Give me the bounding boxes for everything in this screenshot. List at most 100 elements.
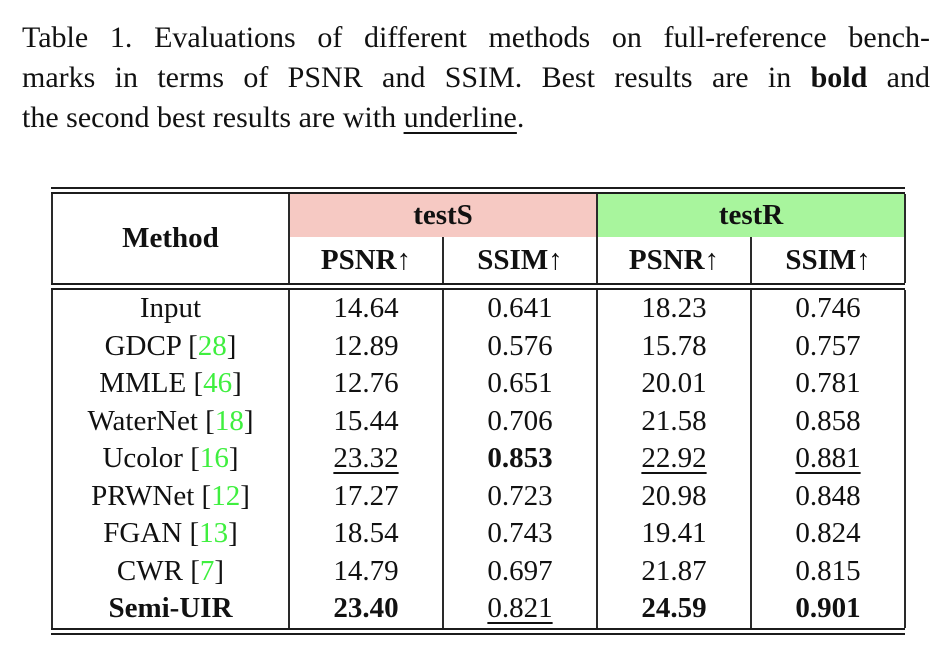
psnr-testR-cell: 19.41 [597, 515, 752, 553]
ssim-testS-cell: 0.641 [443, 290, 598, 328]
metric-value: 21.58 [641, 404, 707, 437]
ssim-testS-cell: 0.723 [443, 477, 598, 515]
psnr-testR-cell: 21.87 [597, 552, 752, 590]
ssim-testS-cell: 0.706 [443, 402, 598, 440]
metric-value: 18.54 [333, 517, 399, 550]
caption-line-1: Table 1. Evaluations of different method… [22, 18, 930, 58]
method-cell: Ucolor [16] [52, 440, 290, 478]
metric-value: 18.23 [641, 292, 707, 325]
table-row: WaterNet [18] 15.44 0.706 21.58 0.858 [52, 402, 905, 440]
ssim-testR-cell: 0.824 [751, 515, 905, 553]
metric-value: 14.64 [333, 292, 399, 325]
table-row: FGAN [13] 18.54 0.743 19.41 0.824 [52, 515, 905, 553]
psnr-testS-cell: 14.64 [289, 290, 444, 328]
psnr-testS-cell: 15.44 [289, 402, 444, 440]
psnr-testR-cell: 20.98 [597, 477, 752, 515]
metric-value: 20.98 [641, 479, 707, 512]
bottom-rule [51, 627, 905, 635]
caption-text: marks in terms of PSNR and SSIM. Best re… [22, 61, 811, 94]
caption-text: . [516, 101, 525, 134]
psnr-testS-cell: 12.89 [289, 327, 444, 365]
metric-value: 0.723 [487, 479, 553, 512]
psnr-testS-cell: 18.54 [289, 515, 444, 553]
ssim-testR-cell: 0.757 [751, 328, 905, 366]
psnr-testS-cell: 17.27 [289, 477, 444, 515]
metric-value: 23.40 [333, 592, 399, 625]
metric-value: 12.76 [333, 367, 399, 400]
citation-number: 28 [197, 329, 227, 362]
method-cell: PRWNet [12] [52, 477, 290, 515]
metric-value: 0.576 [487, 329, 553, 362]
metric-value: 0.815 [795, 554, 861, 587]
citation-number: 46 [203, 367, 233, 400]
metric-value: 19.41 [641, 517, 707, 550]
table-row: CWR [7] 14.79 0.697 21.87 0.815 [52, 552, 905, 591]
ssim-testR-cell: 0.746 [751, 290, 905, 328]
ssim-testR-cell: 0.848 [751, 478, 905, 516]
metric-value: 15.78 [641, 329, 707, 362]
metric-value: 0.781 [795, 367, 861, 400]
ssim-testS-cell: 0.651 [443, 365, 598, 403]
method-cell: Input [52, 290, 290, 328]
citation-number: 13 [199, 517, 229, 550]
metric-value: 20.01 [641, 367, 707, 400]
metric-value: 0.901 [795, 592, 861, 625]
metric-value: 12.89 [333, 329, 399, 362]
results-table: Method testS testR PSNR↑ SSIM↑ PSNR↑ SSI… [51, 187, 907, 635]
psnr-testR-cell: 15.78 [597, 327, 752, 365]
col-header-psnr-testR: PSNR↑ [597, 237, 753, 283]
psnr-testS-cell: 12.76 [289, 365, 444, 403]
caption-line-2: marks in terms of PSNR and SSIM. Best re… [22, 58, 930, 98]
method-cell: Semi-UIR [52, 590, 290, 628]
metric-value: 0.848 [795, 479, 861, 512]
metric-value: 0.824 [795, 517, 861, 550]
caption-underline-word: underline [403, 101, 517, 134]
psnr-testR-cell: 24.59 [597, 590, 752, 628]
method-cell: GDCP [28] [52, 327, 290, 365]
col-header-ssim-testR: SSIM↑ [785, 243, 871, 276]
citation-number: 12 [211, 479, 241, 512]
table-row: MMLE [46] 12.76 0.651 20.01 0.781 [52, 365, 905, 403]
ssim-testS-cell: 0.853 [443, 440, 598, 478]
metric-value: 0.743 [487, 517, 553, 550]
top-rule [51, 187, 905, 194]
metric-value: 0.746 [795, 292, 861, 325]
caption-text: Table 1. Evaluations of different method… [22, 21, 930, 54]
metric-value: 17.27 [333, 479, 399, 512]
table-body: Input 14.64 0.641 18.23 0.746 GDCP [28] … [51, 290, 906, 628]
ssim-testS-cell: 0.576 [443, 327, 598, 365]
citation-number: 16 [199, 442, 229, 475]
table-row: Ucolor [16] 23.32 0.853 22.92 0.881 [52, 440, 905, 478]
metric-value: 0.651 [487, 367, 553, 400]
ssim-testS-cell: 0.821 [443, 590, 598, 628]
caption-text: and [867, 61, 930, 94]
psnr-testR-cell: 21.58 [597, 402, 752, 440]
citation-number: 7 [199, 554, 215, 587]
psnr-testR-cell: 20.01 [597, 365, 752, 403]
metric-value: 0.757 [795, 329, 861, 362]
metric-value: 0.821 [487, 592, 553, 625]
ssim-testR-cell: 0.901 [751, 590, 905, 628]
col-header-psnr-testS: PSNR↑ [289, 237, 444, 283]
psnr-testS-cell: 14.79 [289, 552, 444, 590]
metric-value: 22.92 [641, 442, 707, 475]
metric-value: 24.59 [641, 592, 707, 625]
ssim-testS-cell: 0.697 [443, 552, 598, 590]
method-cell: CWR [7] [52, 552, 290, 590]
psnr-testR-cell: 22.92 [597, 440, 752, 478]
ssim-testR-cell: 0.815 [751, 553, 905, 591]
ssim-testR-cell: 0.881 [751, 440, 905, 478]
table-row: PRWNet [12] 17.27 0.723 20.98 0.848 [52, 477, 905, 516]
citation-number: 18 [214, 404, 244, 437]
psnr-testR-cell: 18.23 [597, 290, 752, 328]
method-cell: FGAN [13] [52, 515, 290, 553]
metric-value: 14.79 [333, 554, 399, 587]
method-cell: MMLE [46] [52, 365, 290, 403]
metric-value: 0.858 [795, 404, 861, 437]
metric-value: 23.32 [333, 442, 399, 475]
table-header: Method testS testR PSNR↑ SSIM↑ PSNR↑ SSI… [51, 194, 907, 283]
group-header-testS: testS [289, 194, 599, 237]
psnr-testS-cell: 23.32 [289, 440, 444, 478]
caption-line-3: the second best results are with underli… [22, 98, 930, 138]
ssim-testS-cell: 0.743 [443, 515, 598, 553]
